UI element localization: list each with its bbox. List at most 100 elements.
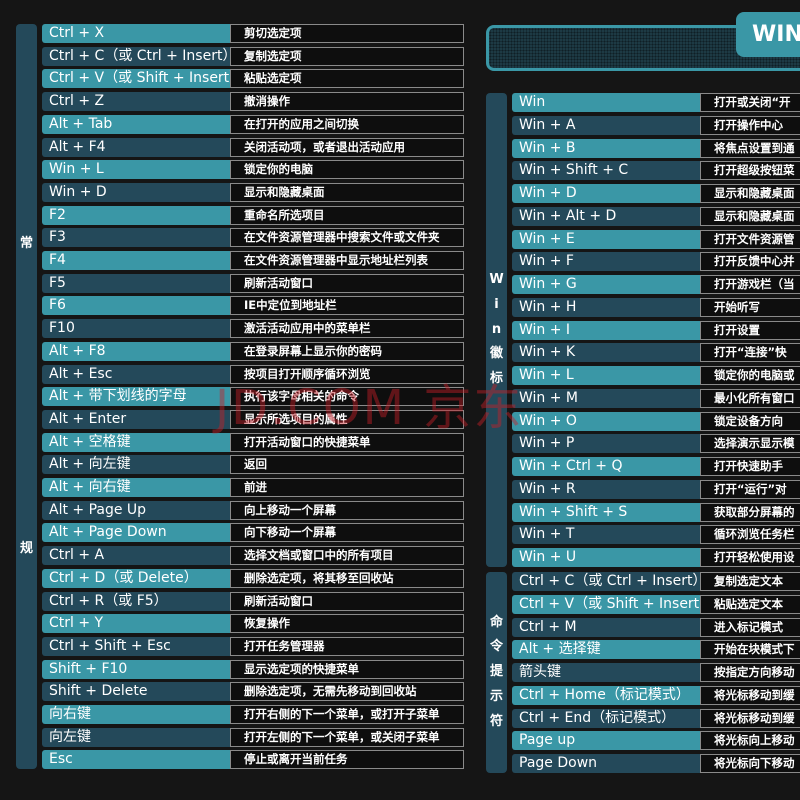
shortcut-row: Alt + Page Up 向上移动一个屏幕 (42, 500, 464, 520)
shortcut-description: 选择文档或窗口中的所有项目 (230, 546, 464, 566)
shortcut-key: Win + M (512, 388, 700, 408)
shortcut-row: Alt + Tab 在打开的应用之间切换 (42, 114, 464, 134)
shortcut-description: 粘贴选定项 (230, 69, 464, 89)
shortcut-key: Alt + 选择键 (512, 640, 700, 660)
shortcut-key: Ctrl + V（或 Shift + Insert） (42, 69, 230, 89)
shortcut-description: 执行该字母相关的命令 (230, 387, 464, 407)
shortcut-row: Alt + Page Down 向下移动一个屏幕 (42, 523, 464, 543)
shortcut-description: 激活活动应用中的菜单栏 (230, 319, 464, 339)
section-label-char: 示 (489, 688, 503, 704)
shortcut-row: F2 重命名所选项目 (42, 205, 464, 225)
shortcut-row: Ctrl + D（或 Delete） 删除选定项，将其移至回收站 (42, 568, 464, 588)
shortcut-key: Shift + Delete (42, 682, 230, 702)
shortcut-key: F2 (42, 205, 230, 225)
shortcut-key: Ctrl + C（或 Ctrl + Insert） (512, 572, 700, 591)
shortcut-description: 锁定设备方向 (700, 411, 800, 431)
shortcut-row: Alt + F8 在登录屏幕上显示你的密码 (42, 341, 464, 361)
shortcut-description: 最小化所有窗口 (700, 388, 800, 408)
shortcut-description: 剪切选定项 (230, 24, 464, 43)
shortcut-description: 打开“运行”对 (700, 479, 800, 499)
shortcut-description: 打开文件资源管 (700, 229, 800, 249)
shortcut-row: Shift + F10 显示选定项的快捷菜单 (42, 659, 464, 679)
shortcut-row: Alt + 向左键 返回 (42, 455, 464, 475)
shortcut-key: Page Down (512, 754, 700, 773)
shortcut-row: Ctrl + C（或 Ctrl + Insert） 复制选定文本 (512, 572, 800, 591)
shortcut-row: Alt + Esc 按项目打开顺序循环浏览 (42, 364, 464, 384)
shortcut-row: Alt + 空格键 打开活动窗口的快捷菜单 (42, 432, 464, 452)
shortcut-row: Win + M 最小化所有窗口 (512, 388, 800, 408)
shortcut-description: 锁定你的电脑或 (700, 366, 800, 385)
shortcut-row: Win + Alt + D 显示和隐藏桌面 (512, 206, 800, 226)
shortcut-description: 关闭活动项，或者退出活动应用 (230, 137, 464, 157)
shortcut-key: Ctrl + C（或 Ctrl + Insert） (42, 46, 230, 66)
shortcut-key: Alt + Page Down (42, 523, 230, 543)
shortcut-key: 向左键 (42, 727, 230, 747)
shortcut-description: 打开反馈中心并 (700, 252, 800, 272)
shortcut-description: 复制选定项 (230, 46, 464, 66)
shortcut-row: Win + H 开始听写 (512, 297, 800, 317)
shortcut-key: F4 (42, 251, 230, 270)
shortcut-description: 选择演示显示模 (700, 434, 800, 454)
shortcut-row: F3 在文件资源管理器中搜索文件或文件夹 (42, 228, 464, 248)
shortcut-row: Page Down 将光标向下移动 (512, 754, 800, 773)
shortcut-key: Esc (42, 750, 230, 770)
shortcut-description: 显示选定项的快捷菜单 (230, 659, 464, 679)
shortcut-key: Ctrl + D（或 Delete） (42, 568, 230, 588)
shortcut-row: Ctrl + Z 撤消操作 (42, 92, 464, 112)
shortcut-row: Win + Shift + S 获取部分屏幕的 (512, 502, 800, 522)
shortcut-row: Ctrl + End（标记模式） 将光标移动到缓 (512, 708, 800, 728)
shortcut-description: 将光标向上移动 (700, 731, 800, 751)
shortcut-row: Win + A 打开操作中心 (512, 115, 800, 135)
shortcut-description: 删除选定项，无需先移动到回收站 (230, 682, 464, 702)
shortcut-key: Alt + 空格键 (42, 432, 230, 452)
shortcut-row: F4 在文件资源管理器中显示地址栏列表 (42, 251, 464, 270)
shortcut-key: Alt + F8 (42, 341, 230, 361)
shortcut-description: 显示和隐藏桌面 (700, 206, 800, 226)
shortcut-row: Win + L 锁定你的电脑 (42, 160, 464, 180)
shortcut-key: 箭头键 (512, 663, 700, 682)
shortcut-row: Win + Ctrl + Q 打开快速助手 (512, 457, 800, 476)
section-label-char: 徽 (489, 346, 503, 362)
shortcut-key: Ctrl + Home（标记模式） (512, 685, 700, 705)
shortcut-key: Page up (512, 731, 700, 751)
shortcut-key: Win + P (512, 434, 700, 454)
shortcut-key: Win + L (42, 160, 230, 180)
shortcut-description: 锁定你的电脑 (230, 160, 464, 180)
shortcut-description: 停止或离开当前任务 (230, 750, 464, 770)
section-label-char: 常 (19, 236, 33, 251)
shortcut-row: Win + F 打开反馈中心并 (512, 252, 800, 272)
section-label-char: 规 (19, 540, 33, 556)
shortcut-description: 撤消操作 (230, 92, 464, 112)
shortcut-row: Win + L 锁定你的电脑或 (512, 366, 800, 385)
shortcut-key: Win + H (512, 297, 700, 317)
shortcut-key: Ctrl + Z (42, 92, 230, 112)
shortcut-row: Ctrl + X 剪切选定项 (42, 24, 464, 43)
shortcut-key: Ctrl + Shift + Esc (42, 636, 230, 656)
shortcut-key: Win + B (512, 138, 700, 158)
shortcut-row: Ctrl + A 选择文档或窗口中的所有项目 (42, 546, 464, 566)
shortcut-key: Ctrl + A (42, 546, 230, 566)
section-label-char: W (489, 272, 504, 288)
shortcut-key: Ctrl + End（标记模式） (512, 708, 700, 728)
shortcut-key: Alt + F4 (42, 137, 230, 157)
shortcut-key: Ctrl + V（或 Shift + Insert） (512, 594, 700, 614)
shortcut-row: Win + K 打开“连接”快 (512, 343, 800, 363)
shortcut-key: Alt + 向左键 (42, 455, 230, 475)
shortcut-row: Alt + F4 关闭活动项，或者退出活动应用 (42, 137, 464, 157)
shortcut-row: Ctrl + M 进入标记模式 (512, 617, 800, 637)
shortcut-row: Ctrl + R（或 F5） 刷新活动窗口 (42, 591, 464, 611)
shortcut-key: Win (512, 93, 700, 112)
shortcut-description: 打开“连接”快 (700, 343, 800, 363)
shortcut-description: 打开右侧的下一个菜单，或打开子菜单 (230, 705, 464, 724)
shortcut-key: Win + Shift + S (512, 502, 700, 522)
shortcut-key: Alt + 带下划线的字母 (42, 387, 230, 407)
shortcut-key: Alt + Enter (42, 409, 230, 429)
shortcut-key: 向右键 (42, 705, 230, 724)
shortcut-description: 打开轻松使用设 (700, 548, 800, 567)
shortcut-row: F6 IE中定位到地址栏 (42, 296, 464, 316)
shortcut-description: 打开或关闭“开 (700, 93, 800, 112)
shortcut-key: Win + E (512, 229, 700, 249)
shortcut-description: 将光标移动到缓 (700, 685, 800, 705)
shortcut-row: Win + E 打开文件资源管 (512, 229, 800, 249)
